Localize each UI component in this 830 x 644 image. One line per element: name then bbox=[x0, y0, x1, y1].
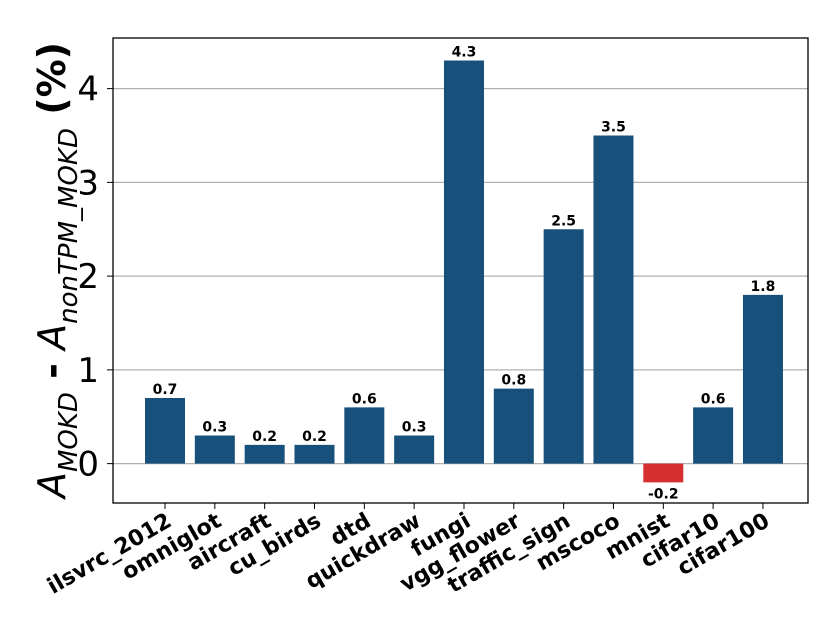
bar bbox=[443, 60, 484, 464]
bar bbox=[643, 463, 684, 483]
bar bbox=[244, 444, 285, 464]
y-label-part: A bbox=[30, 324, 74, 353]
y-tick-label: 1 bbox=[77, 351, 99, 391]
y-label-part: (%) bbox=[30, 42, 74, 128]
bar bbox=[145, 398, 185, 464]
bar bbox=[593, 135, 634, 464]
bar bbox=[394, 435, 435, 464]
bar bbox=[543, 229, 584, 464]
bar bbox=[194, 435, 235, 464]
value-label: 1.8 bbox=[751, 279, 776, 295]
value-label: 0.3 bbox=[202, 420, 227, 436]
value-label: 0.7 bbox=[153, 382, 178, 398]
value-label: 0.2 bbox=[302, 429, 327, 445]
value-label: 0.2 bbox=[252, 429, 277, 445]
y-axis-label: AMOKD - AnonTPM_MOKD (%) bbox=[30, 42, 84, 501]
bar bbox=[344, 407, 385, 464]
y-label-part: nonTPM_MOKD bbox=[54, 128, 84, 324]
y-tick-label: 4 bbox=[77, 70, 99, 110]
y-tick-label: 3 bbox=[77, 163, 99, 203]
y-label-part: A bbox=[30, 472, 74, 501]
bar bbox=[294, 444, 335, 464]
value-label: 3.5 bbox=[601, 120, 626, 136]
value-label: -0.2 bbox=[648, 486, 679, 502]
bar bbox=[742, 294, 783, 464]
value-label: 0.6 bbox=[352, 391, 377, 407]
value-label: 2.5 bbox=[551, 213, 576, 229]
plot-frame bbox=[112, 37, 809, 504]
y-tick-label: 0 bbox=[77, 445, 99, 485]
bar bbox=[493, 388, 534, 464]
y-tick-label: 2 bbox=[77, 257, 99, 297]
bar bbox=[693, 407, 734, 464]
y-label-part: MOKD bbox=[54, 392, 84, 472]
value-label: 0.6 bbox=[701, 391, 726, 407]
value-label: 4.3 bbox=[452, 45, 477, 61]
y-label-part: - bbox=[30, 350, 74, 392]
value-label: 0.3 bbox=[402, 420, 427, 436]
value-label: 0.8 bbox=[501, 373, 526, 389]
